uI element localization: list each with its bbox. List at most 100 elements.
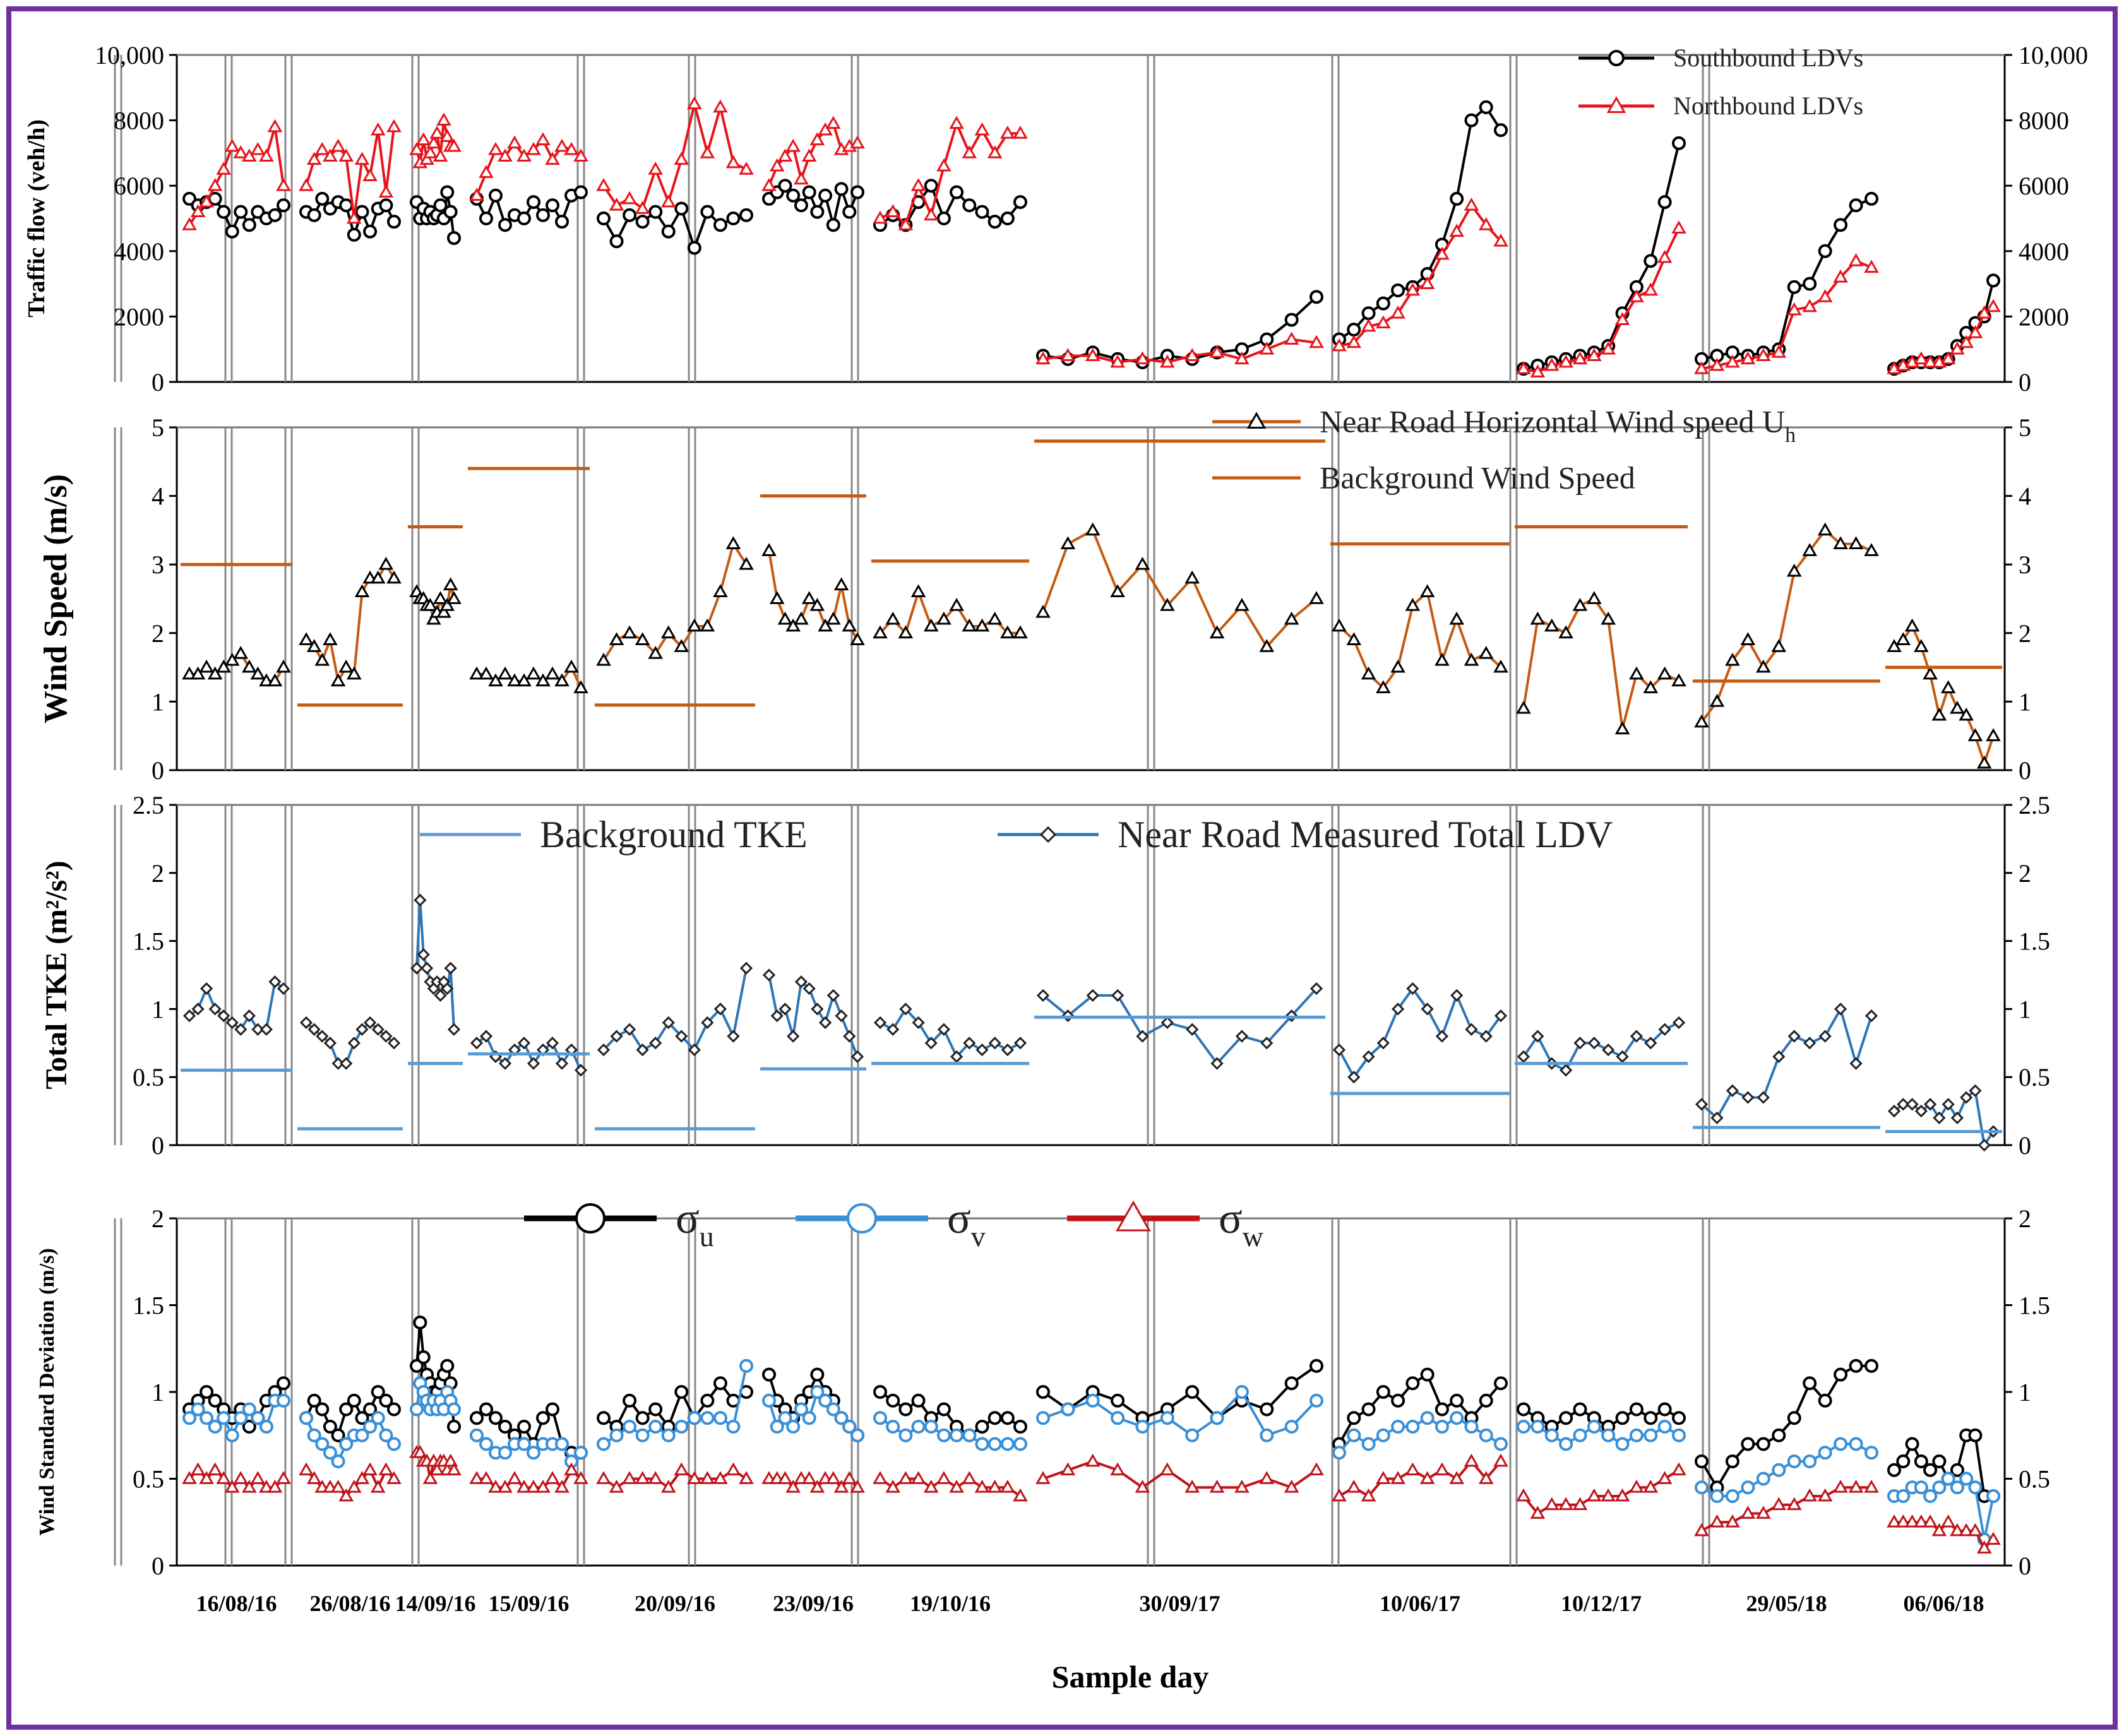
data-point — [379, 1393, 393, 1408]
data-point — [1036, 1385, 1050, 1399]
data-point — [1802, 543, 1817, 556]
data-point — [299, 177, 314, 191]
y-tick-label: 2000 — [114, 302, 164, 331]
data-point — [1629, 1428, 1644, 1442]
series-line — [1893, 623, 1995, 768]
data-point — [898, 1402, 913, 1417]
data-point — [1756, 348, 1771, 361]
data-point — [635, 1471, 650, 1484]
data-point — [1260, 1428, 1274, 1442]
data-point — [911, 1420, 926, 1434]
data-point — [488, 1480, 503, 1493]
data-point — [648, 162, 663, 175]
data-point — [1818, 1030, 1832, 1043]
data-point — [1464, 1420, 1479, 1434]
data-point — [912, 1016, 925, 1030]
data-point — [1864, 1480, 1879, 1493]
data-point — [347, 210, 362, 224]
data-point — [1772, 1463, 1786, 1477]
panel-4 — [114, 1217, 2012, 1567]
data-point — [1740, 632, 1756, 646]
data-point — [444, 961, 457, 975]
data-point — [1464, 113, 1479, 128]
data-point — [1849, 1358, 1863, 1373]
data-point — [1657, 1420, 1672, 1434]
data-point — [1940, 1514, 1956, 1528]
data-point — [546, 198, 559, 213]
data-point — [937, 1023, 951, 1036]
data-point — [1000, 211, 1015, 225]
data-point — [447, 1402, 461, 1417]
data-point — [307, 1428, 321, 1442]
data-point — [1629, 1480, 1644, 1493]
data-point — [777, 1471, 793, 1484]
data-point — [1361, 1402, 1376, 1417]
data-point — [439, 129, 455, 142]
data-point — [225, 1428, 239, 1442]
data-point — [574, 1064, 588, 1077]
data-point — [216, 1471, 231, 1484]
data-point — [987, 1437, 1002, 1451]
data-point — [1905, 1437, 1919, 1451]
data-point — [777, 148, 793, 162]
data-point — [1110, 584, 1125, 598]
data-point — [536, 208, 550, 222]
x-tick-label: 06/06/18 — [1903, 1591, 1984, 1616]
y-tick-label: 4 — [152, 482, 164, 511]
data-point — [1284, 331, 1299, 345]
data-point — [1361, 318, 1376, 332]
data-point — [387, 215, 401, 229]
data-point — [276, 1471, 291, 1484]
y-tick-label: 0 — [152, 1552, 164, 1580]
data-point — [785, 1480, 801, 1493]
data-point — [786, 188, 801, 203]
legend-label: σw — [1219, 1194, 1264, 1252]
y-tick-label: 6000 — [114, 172, 164, 200]
data-point — [1614, 1488, 1630, 1502]
data-point — [217, 1009, 230, 1023]
data-point — [1347, 1411, 1361, 1425]
data-point — [1160, 1462, 1175, 1476]
y-tick-label-right: 4 — [2019, 482, 2031, 511]
data-point — [811, 1002, 824, 1016]
x-tick-label: 10/12/17 — [1561, 1591, 1642, 1616]
data-point — [1615, 1437, 1630, 1451]
figure-frame — [6, 6, 2118, 1730]
data-point — [1968, 1480, 1983, 1495]
data-point — [1000, 1437, 1015, 1451]
data-point — [1904, 618, 1920, 632]
data-point — [1013, 1488, 1028, 1502]
data-point — [597, 1411, 611, 1425]
data-point — [429, 126, 444, 139]
data-point — [347, 666, 362, 680]
data-point — [936, 1428, 951, 1442]
data-point — [936, 211, 951, 225]
data-point — [277, 1376, 290, 1391]
data-point — [1616, 1050, 1629, 1063]
data-point — [1544, 618, 1560, 632]
data-point — [1405, 1376, 1420, 1391]
data-point — [1013, 195, 1027, 210]
data-point — [1817, 1488, 1833, 1502]
data-point — [636, 1043, 649, 1057]
data-point — [1494, 1376, 1508, 1391]
data-point — [1111, 1411, 1125, 1425]
data-point — [1036, 1411, 1050, 1425]
data-point — [623, 1393, 637, 1408]
data-point — [338, 148, 354, 162]
data-point — [648, 205, 663, 219]
data-point — [936, 1402, 951, 1417]
series-line — [477, 1468, 582, 1490]
data-point — [850, 1480, 865, 1493]
data-point — [1932, 1454, 1947, 1468]
data-point — [701, 1016, 714, 1030]
series-line — [602, 1468, 748, 1489]
data-point — [770, 1420, 784, 1434]
data-point — [1435, 1402, 1449, 1417]
data-point — [1558, 625, 1573, 639]
data-point — [1558, 354, 1573, 368]
data-point — [1284, 1480, 1299, 1493]
data-point — [1060, 536, 1076, 550]
data-point — [1629, 289, 1644, 302]
data-point — [1361, 1488, 1376, 1502]
